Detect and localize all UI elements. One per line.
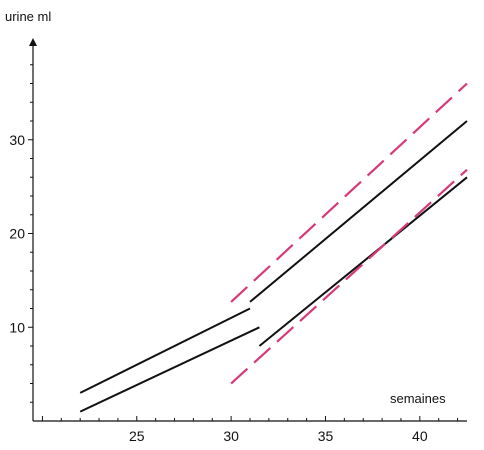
series-lines — [79, 82, 468, 413]
y-tick-label: 20 — [9, 226, 25, 242]
ticks: 10 20 30 25 30 35 40 — [9, 64, 459, 444]
x-axis-label: semaines — [390, 391, 446, 406]
y-axis-arrow — [29, 38, 37, 46]
y-tick-label: 30 — [9, 132, 25, 148]
y-tick-label: 10 — [9, 319, 25, 335]
solid-line-3 — [258, 176, 468, 347]
x-tick-label: 40 — [412, 428, 428, 444]
dashed-line-5 — [230, 168, 468, 385]
solid-line-1 — [79, 326, 260, 413]
x-tick-label: 25 — [129, 428, 145, 444]
x-tick-label: 35 — [318, 428, 334, 444]
y-axis-label: urine ml — [5, 9, 51, 24]
solid-line-2 — [249, 120, 468, 303]
dashed-line-4 — [230, 82, 468, 303]
x-tick-label: 30 — [223, 428, 239, 444]
solid-line-0 — [79, 307, 251, 394]
